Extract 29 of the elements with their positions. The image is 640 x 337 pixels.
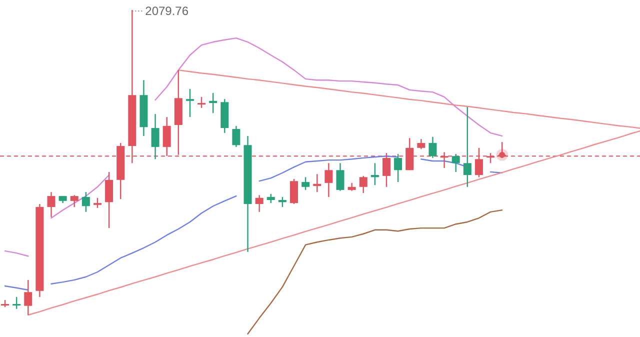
candlestick (278, 196, 286, 208)
candlestick (198, 96, 206, 109)
candlestick (324, 162, 333, 198)
candlestick (452, 153, 460, 173)
candlestick (302, 176, 310, 191)
candlestick (232, 125, 240, 148)
candlestick (370, 162, 379, 186)
candlestick (12, 296, 21, 310)
candlestick (382, 152, 390, 188)
candlestick (186, 88, 194, 118)
candlestick (209, 92, 218, 114)
candlestick (336, 162, 344, 192)
candlestick (463, 106, 472, 188)
candlestick (255, 194, 264, 213)
candlestick (428, 136, 437, 159)
candlestick (24, 279, 32, 316)
candlestick (151, 113, 160, 160)
candlestick (266, 193, 275, 204)
candlestick (290, 178, 298, 205)
annotation: 2079.76 (145, 4, 189, 18)
candlestick (82, 191, 90, 213)
candlestick (47, 191, 56, 218)
candlestick (93, 197, 102, 209)
candlestick (359, 175, 368, 194)
candlestick (394, 153, 402, 183)
candlestick (313, 173, 322, 193)
candlestick (105, 171, 114, 229)
candlestick (417, 138, 426, 150)
candlestick (70, 194, 78, 208)
